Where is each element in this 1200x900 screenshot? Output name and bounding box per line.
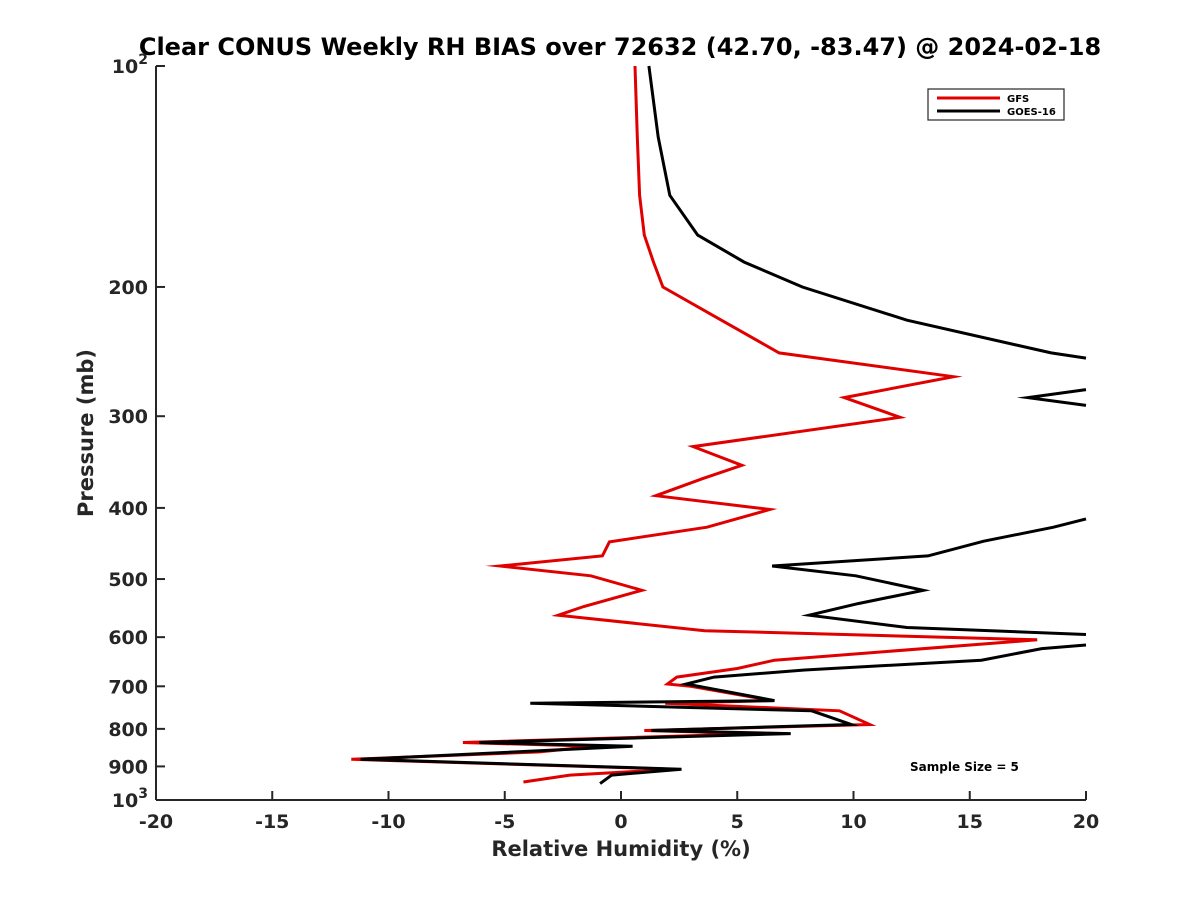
x-tick-label: 5 — [731, 811, 744, 833]
series-line-goes-16-3 — [771, 517, 1087, 636]
legend-box — [927, 88, 1065, 121]
x-tick-label: -15 — [255, 811, 289, 833]
sample-size-annotation: Sample Size = 5 — [910, 760, 1019, 774]
y-tick-label: 300 — [108, 406, 148, 428]
y-tick-label: 800 — [108, 719, 148, 741]
legend-label: GOES-16 — [1007, 107, 1056, 118]
chart-title: Clear CONUS Weekly RH BIAS over 72632 (4… — [139, 33, 1101, 61]
y-ticks: 102 200 300 400 500 600 700 800 900 103 — [108, 52, 165, 812]
series-line-goes-16-2 — [1016, 388, 1087, 407]
legend-label: GFS — [1007, 94, 1029, 105]
series-line-goes-16-1 — [647, 65, 1087, 360]
series-line-goes-16-4 — [360, 643, 1087, 785]
y-tick-label: 200 — [108, 277, 148, 299]
series-layer — [351, 65, 1087, 785]
y-tick-label: 400 — [108, 498, 148, 520]
x-tick-label: -5 — [494, 811, 515, 833]
x-tick-label: 15 — [957, 811, 983, 833]
y-tick-label: 600 — [108, 627, 148, 649]
y-axis-label: Pressure (mb) — [74, 349, 98, 517]
x-tick-label: 10 — [840, 811, 866, 833]
x-tick-label: 0 — [614, 811, 627, 833]
x-tick-label: -20 — [139, 811, 173, 833]
x-ticks: -20 -15 -10 -5 0 5 10 15 20 — [139, 791, 1099, 833]
y-tick-label: 500 — [108, 569, 148, 591]
legend-items: GFS GOES-16 — [937, 94, 1056, 118]
y-tick-label: 102 — [112, 52, 148, 78]
y-tick-label: 700 — [108, 676, 148, 698]
y-tick-label: 900 — [108, 756, 148, 778]
series-line-gfs-0 — [351, 65, 1038, 784]
x-axis-label: Relative Humidity (%) — [491, 837, 750, 861]
x-tick-label: 20 — [1073, 811, 1099, 833]
y-tick-label: 103 — [112, 786, 148, 812]
x-tick-label: -10 — [371, 811, 405, 833]
legend: GFS GOES-16 — [927, 88, 1065, 121]
